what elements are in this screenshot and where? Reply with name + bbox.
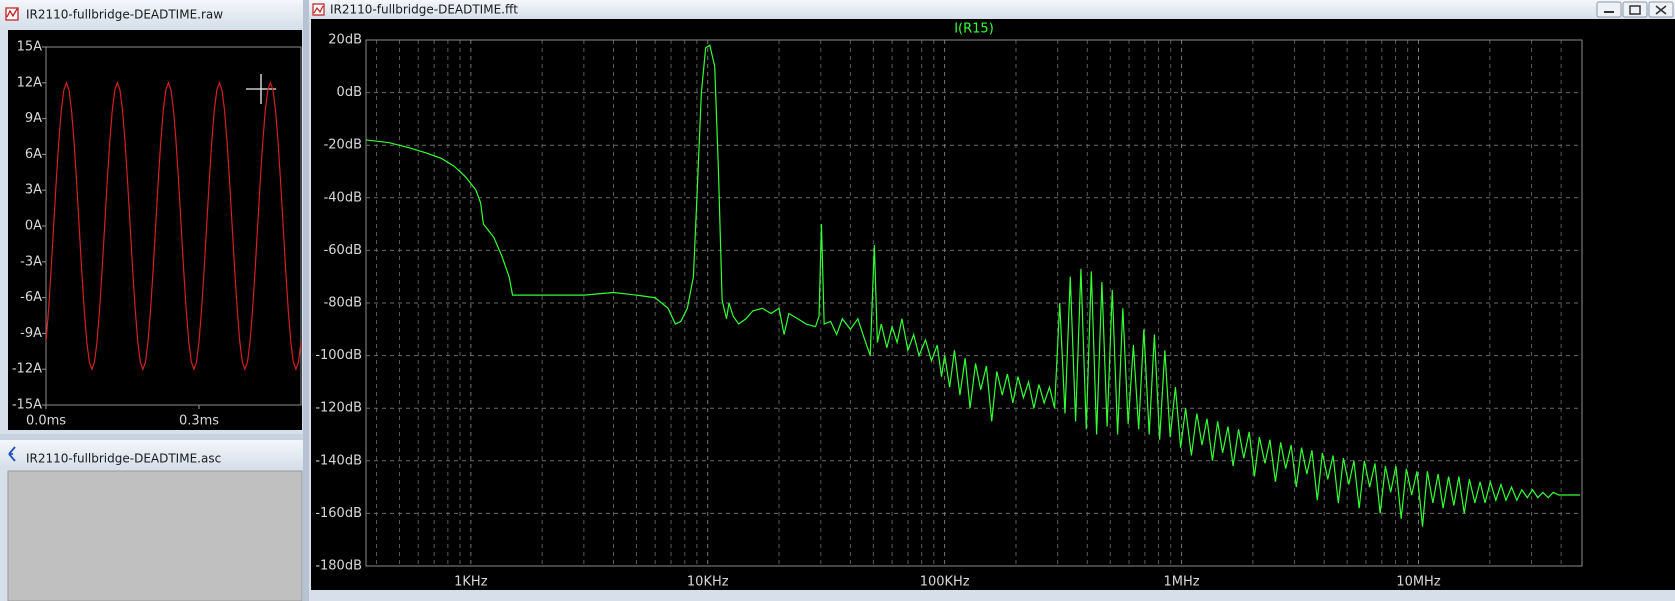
y-tick-label: 0A xyxy=(25,219,42,234)
y-tick-label: -3A xyxy=(20,254,42,269)
y-tick-label: -100dB xyxy=(315,348,362,363)
y-tick-label: -80dB xyxy=(324,296,362,311)
y-tick-label: -140dB xyxy=(315,453,362,468)
y-tick-label: 20dB xyxy=(328,33,362,48)
y-tick-label: -9A xyxy=(20,326,42,341)
plot-border xyxy=(365,39,1583,567)
cursor xyxy=(246,74,276,104)
y-tick-label: 0dB xyxy=(337,85,362,100)
y-tick-label: 12A xyxy=(17,75,43,90)
y-tick-label: 3A xyxy=(25,183,42,198)
y-tick-label: 9A xyxy=(25,111,42,126)
x-tick-label: 1KHz xyxy=(454,575,488,590)
trace xyxy=(366,44,1580,527)
schematic-pane xyxy=(7,470,303,601)
y-tick-label: -160dB xyxy=(315,506,362,521)
x-tick-label: 0.0ms xyxy=(26,414,66,429)
window-title: IR2110-fullbridge-DEADTIME.fft xyxy=(330,3,518,17)
y-tick-label: -15A xyxy=(12,398,42,413)
raw-window[interactable]: IR2110-fullbridge-DEADTIME.raw xyxy=(0,0,303,434)
close-glyph xyxy=(1655,5,1667,15)
fft-chart: 20dB 0dB -20dB -40dB -60dB -80dB -100dB -120dB -… xyxy=(315,22,1583,590)
y-tick-label: 15A xyxy=(17,40,43,55)
x-tick-label: 10MHz xyxy=(1396,575,1441,590)
restore-glyph xyxy=(1629,5,1641,15)
window-icon xyxy=(312,3,325,16)
y-tick-label: 6A xyxy=(25,147,42,162)
trace-title: I(R15) xyxy=(954,22,994,37)
title-bar[interactable] xyxy=(0,0,303,28)
x-tick-label: 100KHz xyxy=(920,575,970,590)
window-icon xyxy=(5,7,19,21)
plot-border xyxy=(45,46,302,406)
x-tick-label: 0.3ms xyxy=(179,414,219,429)
trace xyxy=(46,81,301,371)
y-tick-label: -120dB xyxy=(315,401,362,416)
window-title: IR2110-fullbridge-DEADTIME.raw xyxy=(26,8,223,22)
fft-window[interactable]: IR2110-fullbridge-DEADTIME.fft xyxy=(309,0,1675,601)
window-buttons xyxy=(1596,1,1674,18)
window-title: IR2110-fullbridge-DEADTIME.asc xyxy=(26,452,221,466)
x-tick-label: 1MHz xyxy=(1164,575,1200,590)
x-tick-label: 10KHz xyxy=(687,575,729,590)
window-icon xyxy=(8,446,16,462)
minimize-button[interactable] xyxy=(1596,1,1622,18)
y-tick-label: -180dB xyxy=(315,559,362,574)
y-tick-label: -20dB xyxy=(324,138,362,153)
plot-pane xyxy=(311,19,1675,590)
splitter xyxy=(303,0,309,601)
y-tick-label: -40dB xyxy=(324,190,362,205)
title-bar[interactable] xyxy=(0,440,303,468)
y-tick-label: -60dB xyxy=(324,243,362,258)
asc-window[interactable]: IR2110-fullbridge-DEADTIME.asc xyxy=(0,440,303,601)
y-tick-label: -6A xyxy=(20,290,42,305)
y-tick-label: -12A xyxy=(12,362,42,377)
restore-button[interactable] xyxy=(1622,1,1648,18)
title-bar[interactable] xyxy=(309,0,1675,19)
